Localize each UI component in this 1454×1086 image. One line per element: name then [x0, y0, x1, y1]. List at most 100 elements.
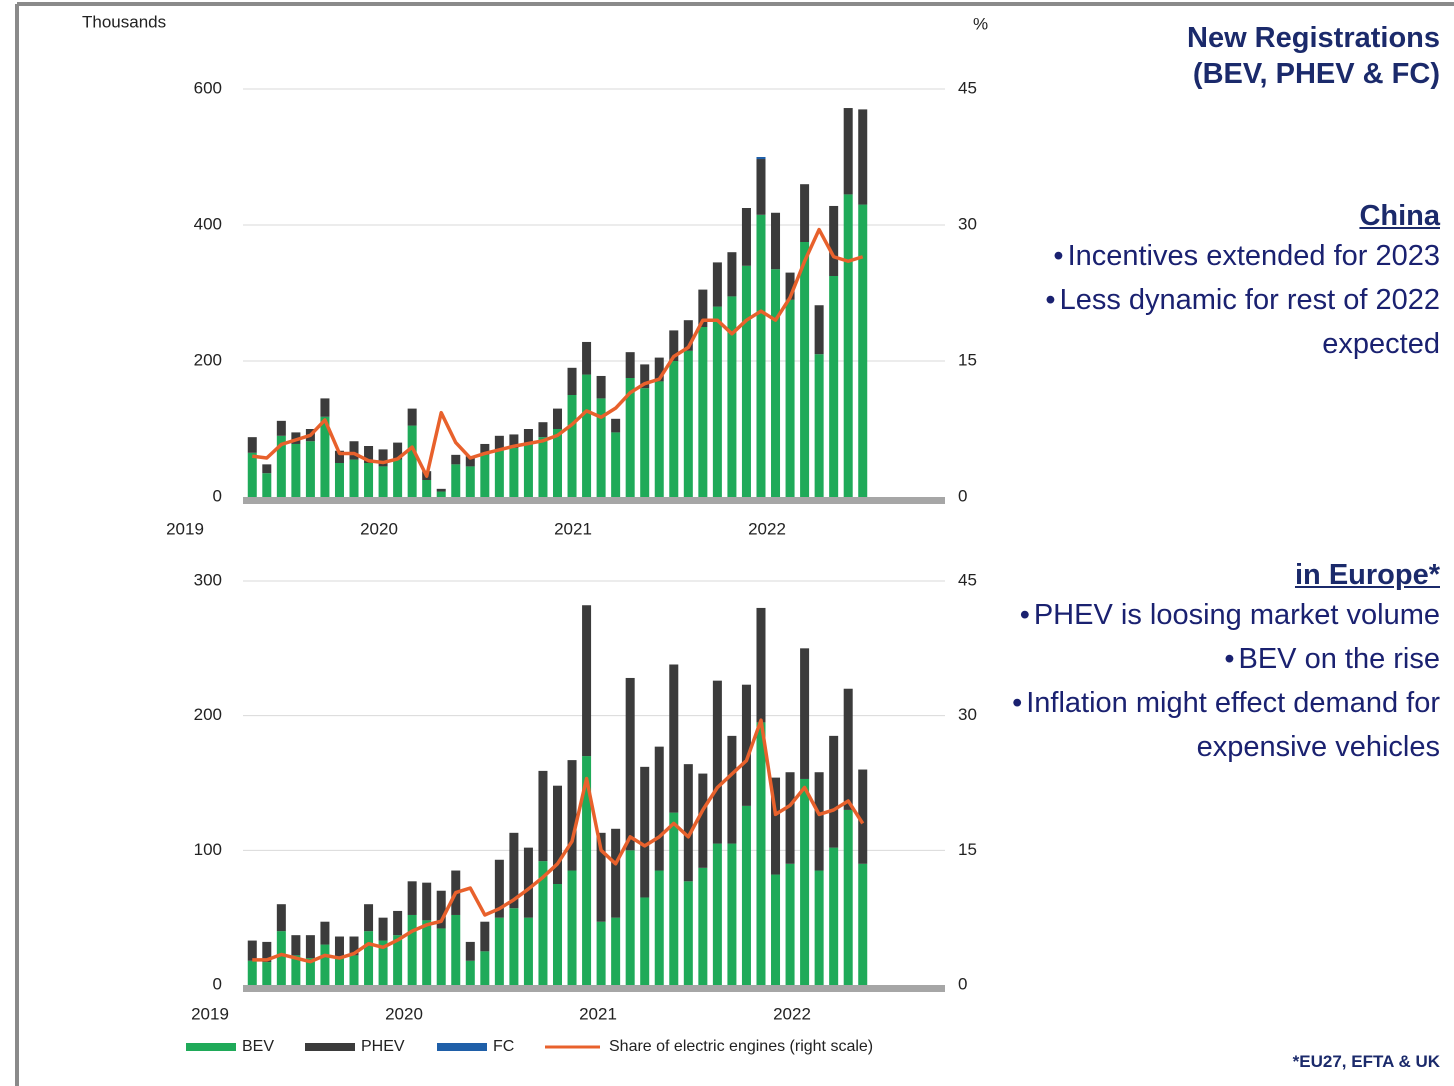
- bar-segment: [320, 416, 330, 497]
- x-tick-label: 2022: [773, 1004, 811, 1023]
- bar-segment: [683, 764, 693, 882]
- bar-segment: [291, 935, 301, 956]
- bar-segment: [465, 960, 475, 985]
- section-heading: in Europe*: [1294, 559, 1440, 591]
- bar-segment: [538, 770, 548, 862]
- bar-segment: [494, 917, 504, 985]
- bar-segment: [683, 350, 693, 497]
- bar-segment: [596, 832, 606, 922]
- bar-segment: [625, 850, 635, 985]
- bar-segment: [582, 605, 592, 757]
- bar-segment: [814, 305, 824, 355]
- y2-tick-label: 45: [958, 570, 977, 589]
- bar-segment: [669, 812, 679, 985]
- bar-segment: [407, 408, 417, 426]
- bar-segment: [582, 756, 592, 985]
- bar-segment: [509, 434, 519, 449]
- bar-segment: [364, 931, 374, 985]
- bar-segment: [480, 454, 490, 497]
- bar-segment: [800, 242, 810, 497]
- bar-segment: [247, 437, 257, 453]
- y-tick-label: 200: [194, 705, 222, 724]
- bar-segment: [422, 480, 432, 497]
- bar-segment: [727, 296, 737, 497]
- x-tick-label: 2021: [579, 1004, 617, 1023]
- bar-segment: [436, 491, 446, 497]
- bar-segment: [480, 921, 490, 952]
- bar-segment: [800, 778, 810, 985]
- bar-segment: [276, 931, 286, 985]
- bar-segment: [451, 454, 461, 465]
- bar-segment: [814, 870, 824, 985]
- bar-segment: [407, 881, 417, 915]
- bullet-text: BEV on the rise: [1238, 643, 1441, 675]
- legend-label: Share of electric engines (right scale): [609, 1038, 873, 1055]
- bar-segment: [654, 870, 664, 985]
- bullet: Inflation might effect demand for expens…: [1010, 681, 1440, 769]
- bar-segment: [683, 881, 693, 985]
- bar-segment: [523, 847, 533, 918]
- bar-segment: [698, 327, 708, 497]
- bar-segment: [756, 722, 766, 985]
- bar-segment: [727, 843, 737, 985]
- y-tick-label: 100: [194, 840, 222, 859]
- x-tick-label: 2019: [166, 519, 204, 538]
- bullet-text: Less dynamic for rest of 2022 expected: [1059, 284, 1440, 360]
- panel-title: New Registrations (BEV, PHEV & FC): [1000, 20, 1440, 92]
- baseline: [243, 497, 945, 504]
- bar-segment: [727, 252, 737, 297]
- bar-segment: [625, 352, 635, 378]
- bar-segment: [393, 910, 403, 936]
- bar-segment: [538, 422, 548, 438]
- bullet: Less dynamic for rest of 2022 expected: [1010, 278, 1440, 366]
- section: China Incentives extended for 2023 Less …: [1010, 198, 1440, 366]
- bar-segment: [858, 769, 868, 864]
- bar-segment: [829, 276, 839, 497]
- bar-segment: [523, 917, 533, 985]
- bullet: Incentives extended for 2023: [1010, 234, 1440, 278]
- bullet-text: Inflation might effect demand for expens…: [1026, 687, 1440, 763]
- y-tick-label: 600: [194, 78, 222, 97]
- bar-segment: [785, 863, 795, 985]
- bar-segment: [436, 928, 446, 985]
- bar-segment: [276, 435, 286, 497]
- bar-segment: [349, 459, 359, 497]
- y2-tick-label: 15: [958, 840, 977, 859]
- bar-segment: [247, 960, 257, 985]
- bar-segment: [727, 735, 737, 844]
- y-tick-label: 200: [194, 350, 222, 369]
- bar-segment: [276, 420, 286, 436]
- bar-segment: [465, 941, 475, 961]
- y-tick-label: 0: [213, 974, 222, 993]
- bar-segment: [596, 921, 606, 985]
- bar-segment: [422, 920, 432, 985]
- bar-segment: [771, 212, 781, 270]
- bar-segment: [451, 464, 461, 497]
- bar-segment: [552, 429, 563, 497]
- bar-segment: [712, 262, 722, 307]
- bar-segment: [596, 375, 606, 399]
- bar-segment: [494, 449, 504, 497]
- bar-segment: [843, 194, 853, 497]
- bar-segment: [393, 935, 403, 985]
- bar-segment: [843, 809, 853, 985]
- bar-segment: [611, 432, 621, 497]
- bar-segment: [800, 648, 810, 779]
- bar-segment: [712, 680, 722, 844]
- bullets: Incentives extended for 2023 Less dynami…: [1010, 234, 1440, 366]
- bullet-text: PHEV is loosing market volume: [1033, 599, 1440, 631]
- bar-segment: [451, 914, 461, 985]
- bar-segment: [334, 463, 344, 497]
- bar-segment: [567, 367, 577, 395]
- bar-segment: [364, 446, 374, 463]
- bar-segment: [509, 448, 519, 497]
- title-line: New Registrations: [1187, 22, 1440, 54]
- bar-segment: [800, 184, 810, 242]
- y2-tick-label: 45: [958, 78, 977, 97]
- y2-axis-unit: %: [973, 14, 988, 33]
- footnote: *EU27, EFTA & UK: [1292, 1052, 1440, 1071]
- bar-segment: [756, 607, 766, 723]
- bar-segment: [756, 159, 766, 215]
